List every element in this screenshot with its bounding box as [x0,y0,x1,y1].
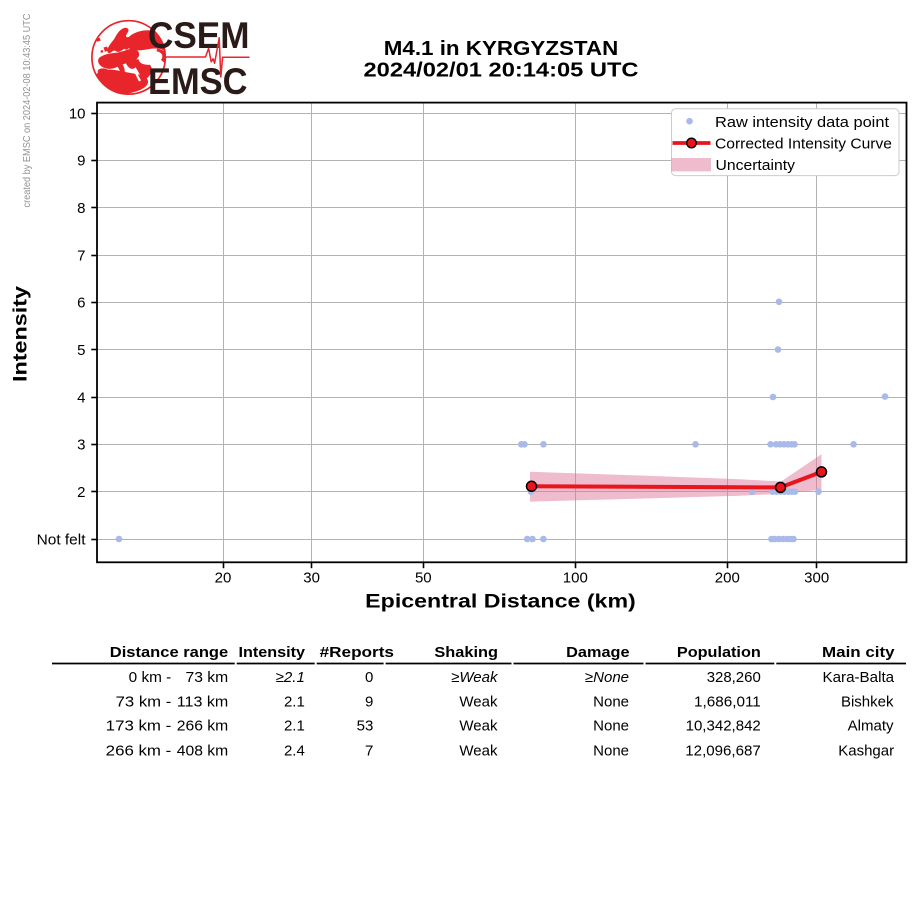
svg-text:2.1: 2.1 [284,693,305,710]
svg-text:Intensity: Intensity [239,644,306,661]
svg-text:Kara-Balta: Kara-Balta [823,669,895,686]
svg-text:None: None [593,693,629,710]
svg-text:200: 200 [715,570,740,587]
svg-text:Almaty: Almaty [848,718,894,735]
svg-text:20: 20 [215,570,232,587]
svg-text:50: 50 [415,570,432,587]
svg-text:12,096,687: 12,096,687 [685,743,761,760]
svg-text:2.1: 2.1 [284,718,305,735]
svg-text:4: 4 [77,389,85,406]
svg-text:100: 100 [563,570,588,587]
svg-text:Shaking: Shaking [434,644,498,661]
svg-text:≥None: ≥None [585,669,629,686]
svg-text:300: 300 [804,570,829,587]
svg-text:Weak: Weak [459,718,498,735]
svg-text:0 km -: 0 km - [129,669,172,686]
svg-text:Raw intensity data point: Raw intensity data point [715,114,890,131]
svg-text:9: 9 [77,153,85,170]
svg-text:created by EMSC on 2024-02-08: created by EMSC on 2024-02-08 10:43:45 U… [21,13,33,207]
svg-text:266 km: 266 km [177,718,228,735]
svg-text:Damage: Damage [566,644,629,661]
svg-text:6: 6 [77,295,85,312]
svg-text:Uncertainty: Uncertainty [716,157,796,174]
svg-text:1,686,011: 1,686,011 [694,693,761,710]
svg-text:Distance range: Distance range [110,644,228,661]
svg-text:Epicentral Distance (km): Epicentral Distance (km) [365,591,636,613]
svg-text:Kashgar: Kashgar [838,743,894,760]
svg-text:≥Weak: ≥Weak [451,669,499,686]
svg-text:None: None [593,743,629,760]
svg-text:10: 10 [69,105,86,122]
svg-text:113 km: 113 km [177,693,228,710]
svg-text:10,342,842: 10,342,842 [686,718,761,735]
svg-text:328,260: 328,260 [707,669,761,686]
svg-text:408 km: 408 km [177,743,228,760]
svg-text:73 km: 73 km [186,669,229,686]
svg-text:30: 30 [303,570,320,587]
svg-text:2: 2 [77,484,85,501]
svg-text:Not felt: Not felt [37,531,87,548]
svg-text:EMSC: EMSC [148,61,248,102]
svg-text:3: 3 [77,437,85,454]
svg-text:5: 5 [77,342,85,359]
svg-text:Intensity: Intensity [10,286,32,382]
svg-text:173 km -: 173 km - [106,718,172,735]
svg-text:2024/02/01 20:14:05 UTC: 2024/02/01 20:14:05 UTC [364,60,639,82]
svg-text:7: 7 [77,247,85,264]
svg-text:Population: Population [677,644,761,661]
svg-text:CSEM: CSEM [148,15,250,56]
svg-text:2.4: 2.4 [284,743,305,760]
svg-text:266 km -: 266 km - [106,743,172,760]
svg-text:Corrected Intensity Curve: Corrected Intensity Curve [715,135,892,152]
svg-text:None: None [593,718,629,735]
svg-text:9: 9 [365,693,373,710]
svg-text:7: 7 [365,743,373,760]
svg-text:53: 53 [357,718,374,735]
svg-text:Weak: Weak [459,693,498,710]
svg-text:Main city: Main city [822,644,895,661]
svg-text:≥2.1: ≥2.1 [276,669,305,686]
svg-text:Bishkek: Bishkek [841,693,894,710]
svg-text:8: 8 [77,200,85,217]
svg-text:0: 0 [365,669,373,686]
svg-text:Weak: Weak [459,743,498,760]
svg-text:#Reports: #Reports [320,644,394,661]
svg-text:M4.1 in KYRGYZSTAN: M4.1 in KYRGYZSTAN [384,38,619,60]
svg-text:73 km -: 73 km - [116,693,172,710]
